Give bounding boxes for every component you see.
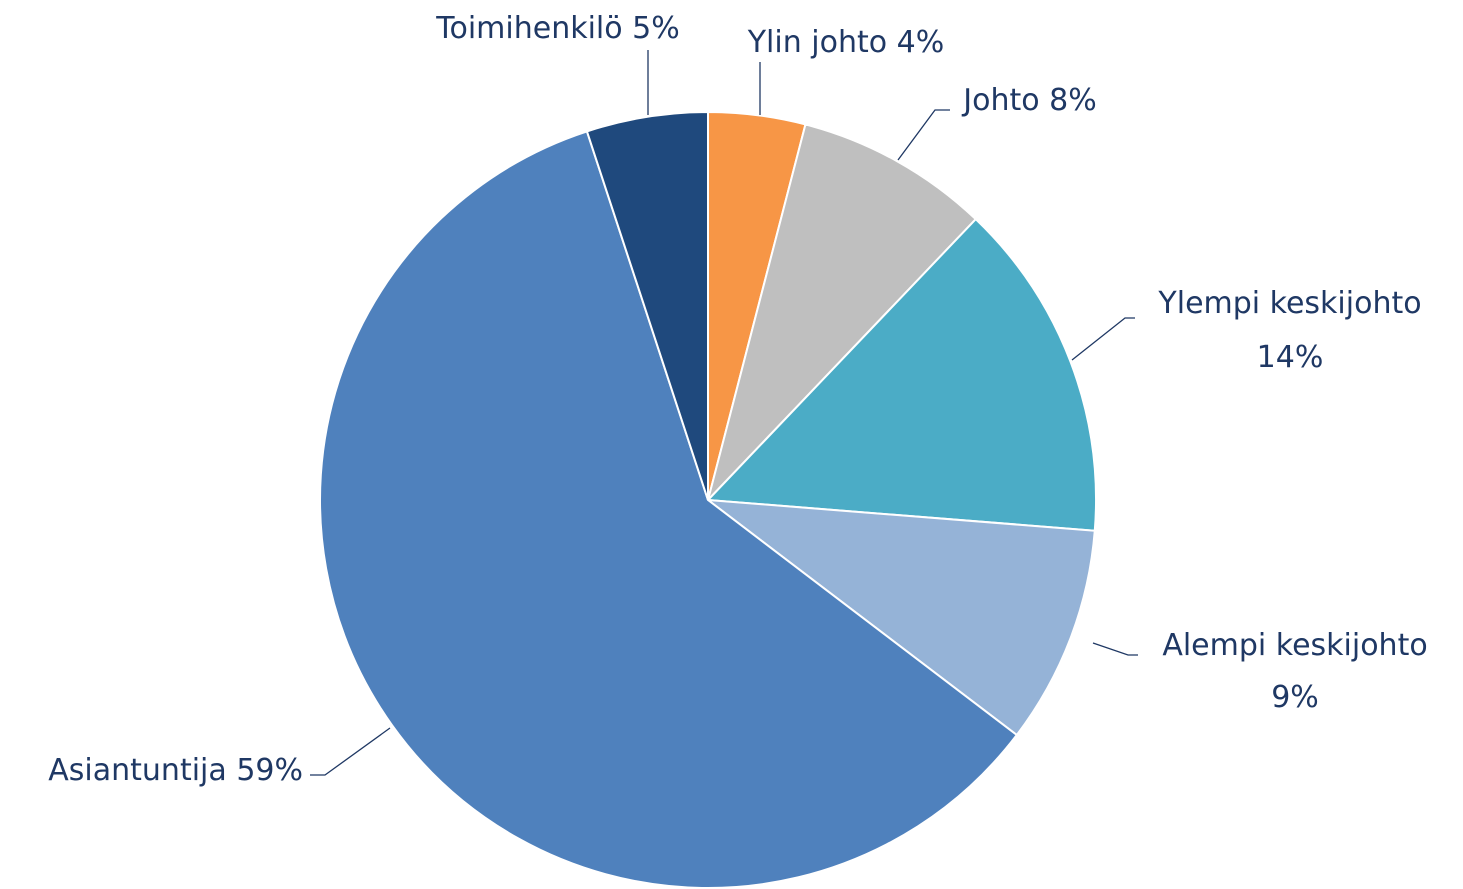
value-label: 8% <box>1049 83 1097 118</box>
slice-label: Johto 8% <box>961 83 1096 118</box>
category-label: Alempi keskijohto <box>1162 628 1427 663</box>
pie-slice <box>704 498 1096 737</box>
slice-label: Ylin johto 4% <box>747 25 945 60</box>
slice-label: Asiantuntija 59% <box>48 753 303 788</box>
pie-slice <box>706 123 978 504</box>
leader-line <box>1092 642 1138 656</box>
category-label: Asiantuntija <box>48 753 227 788</box>
slice-label: Toimihenkilö 5% <box>435 11 680 46</box>
value-label: 59% <box>236 753 303 788</box>
value-label: 4% <box>897 25 945 60</box>
category-label: Johto <box>961 83 1039 118</box>
category-label: Ylin johto <box>747 25 887 60</box>
leader-line <box>897 109 950 161</box>
value-label: 9% <box>1271 680 1319 715</box>
slice-label: Alempi keskijohto 9% <box>1162 628 1427 715</box>
value-label: 5% <box>632 11 680 46</box>
value-label: 14% <box>1257 340 1324 375</box>
pie-slice <box>705 217 1097 532</box>
category-label: Ylempi keskijohto <box>1157 286 1421 321</box>
pie-slice <box>585 110 709 501</box>
leader-line <box>310 727 391 776</box>
pie-slice <box>319 130 1019 889</box>
category-label: Toimihenkilö <box>435 11 622 46</box>
leader-line <box>1071 317 1135 361</box>
pie <box>319 110 1097 889</box>
slice-label: Ylempi keskijohto 14% <box>1157 286 1421 375</box>
